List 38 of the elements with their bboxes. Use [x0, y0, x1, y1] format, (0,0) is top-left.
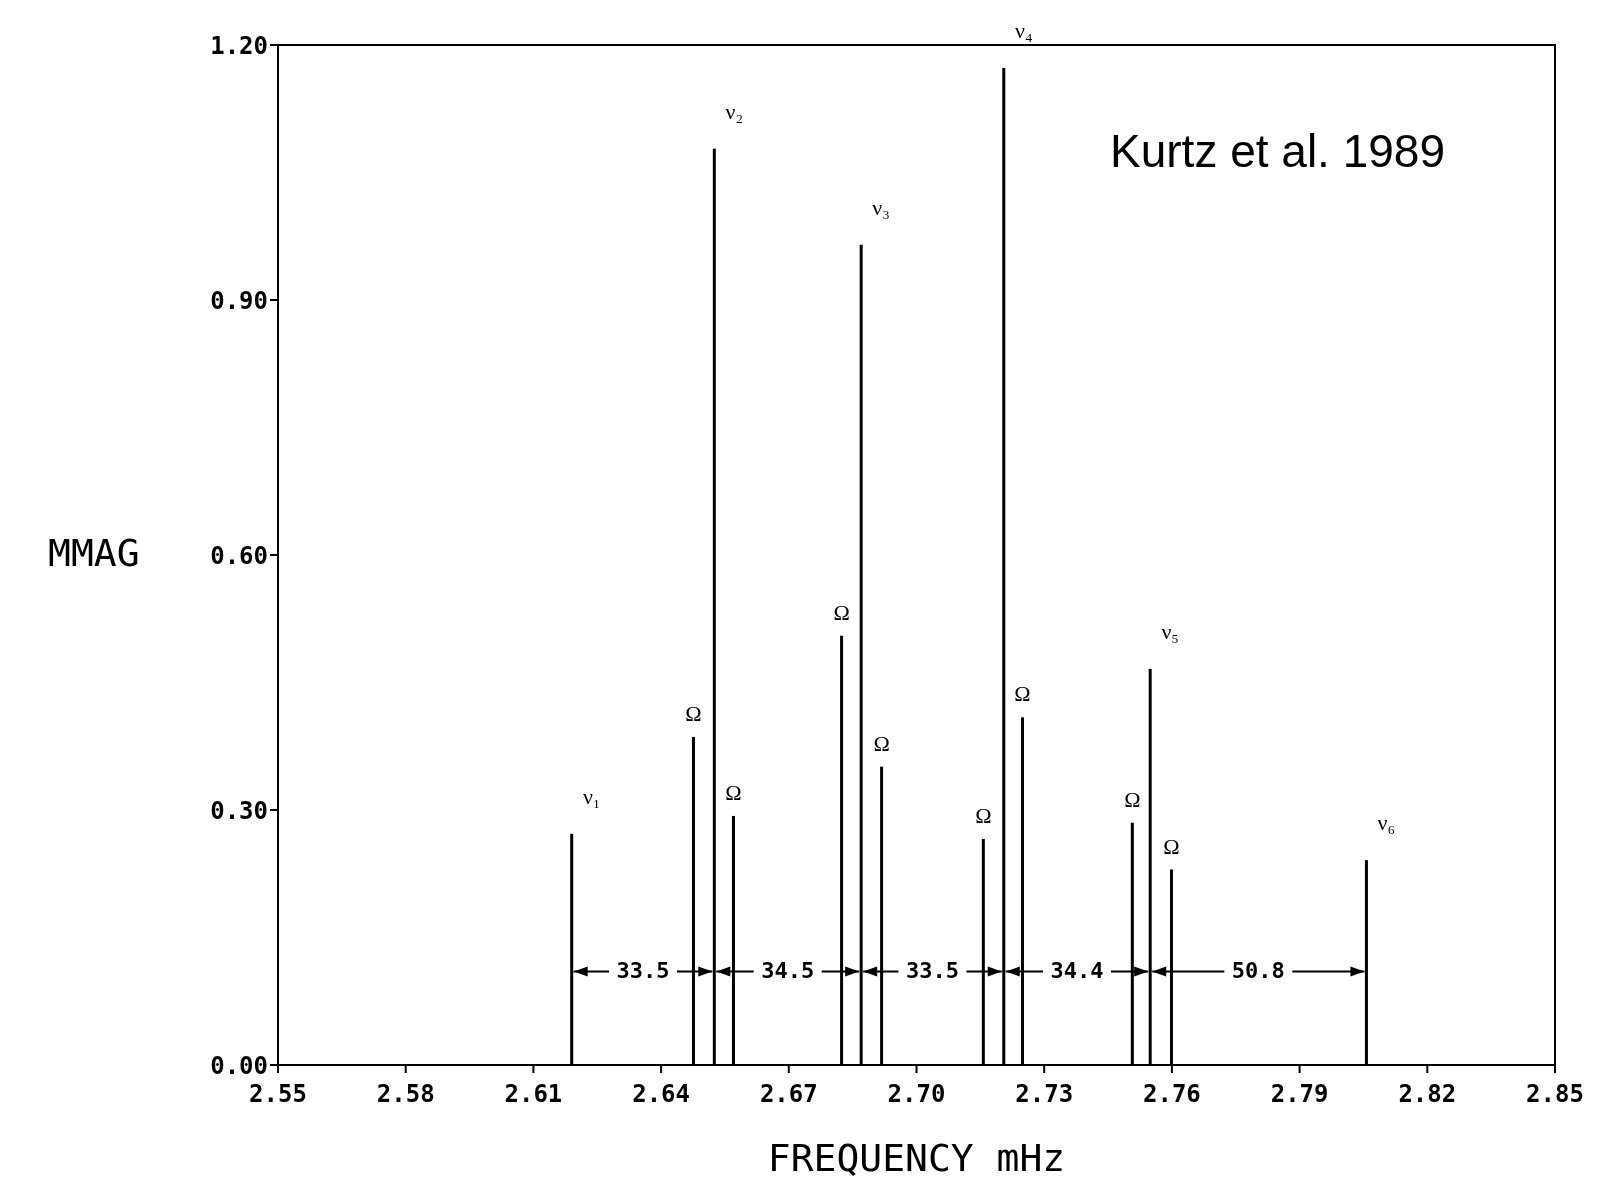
annotation: Ω — [873, 730, 890, 756]
annotation: Ω — [685, 700, 702, 726]
x-tick-label: 2.70 — [887, 1080, 946, 1109]
y-tick-label: 1.20 — [210, 31, 268, 60]
annotation: ν₅ — [1161, 618, 1179, 644]
annotation: Ω — [833, 599, 850, 625]
annotation: 33.5 — [616, 957, 670, 983]
x-axis-title: FREQUENCY mHz — [767, 1136, 1066, 1180]
y-tick-label: 0.60 — [210, 541, 268, 570]
annotation: ν₆ — [1377, 810, 1396, 836]
x-tick-label: 2.55 — [249, 1080, 307, 1109]
x-tick-label: 2.61 — [504, 1080, 563, 1109]
x-tick-label: 2.82 — [1398, 1080, 1457, 1109]
annotation: ν₂ — [725, 98, 744, 124]
y-axis-title: MMAG — [48, 530, 140, 575]
annotation: Kurtz et al. 1989 — [1110, 125, 1445, 177]
annotation: 50.8 — [1231, 957, 1285, 983]
x-tick-label: 2.73 — [1015, 1080, 1074, 1109]
x-tick-label: 2.76 — [1143, 1080, 1201, 1109]
annotation: ν₄ — [1014, 17, 1033, 43]
y-tick-label: 0.00 — [210, 1051, 268, 1080]
y-tick-label: 0.90 — [210, 286, 268, 315]
x-tick-label: 2.64 — [632, 1080, 690, 1109]
x-tick-label: 2.58 — [376, 1080, 435, 1109]
annotation: ν₁ — [582, 783, 601, 809]
annotation: Ω — [1014, 681, 1031, 707]
annotation: 34.5 — [761, 957, 815, 983]
y-tick-label: 0.30 — [210, 796, 268, 825]
x-tick-label: 2.79 — [1270, 1080, 1329, 1109]
annotation: Ω — [725, 779, 742, 805]
annotation: Ω — [1124, 786, 1141, 812]
x-tick-label: 2.67 — [759, 1080, 818, 1109]
annotation: Ω — [1163, 833, 1180, 859]
annotation: 33.5 — [905, 957, 959, 983]
annotation: 34.4 — [1050, 957, 1104, 983]
annotation: ν₃ — [872, 194, 890, 220]
annotation: Ω — [975, 802, 992, 828]
x-tick-label: 2.85 — [1526, 1080, 1584, 1109]
